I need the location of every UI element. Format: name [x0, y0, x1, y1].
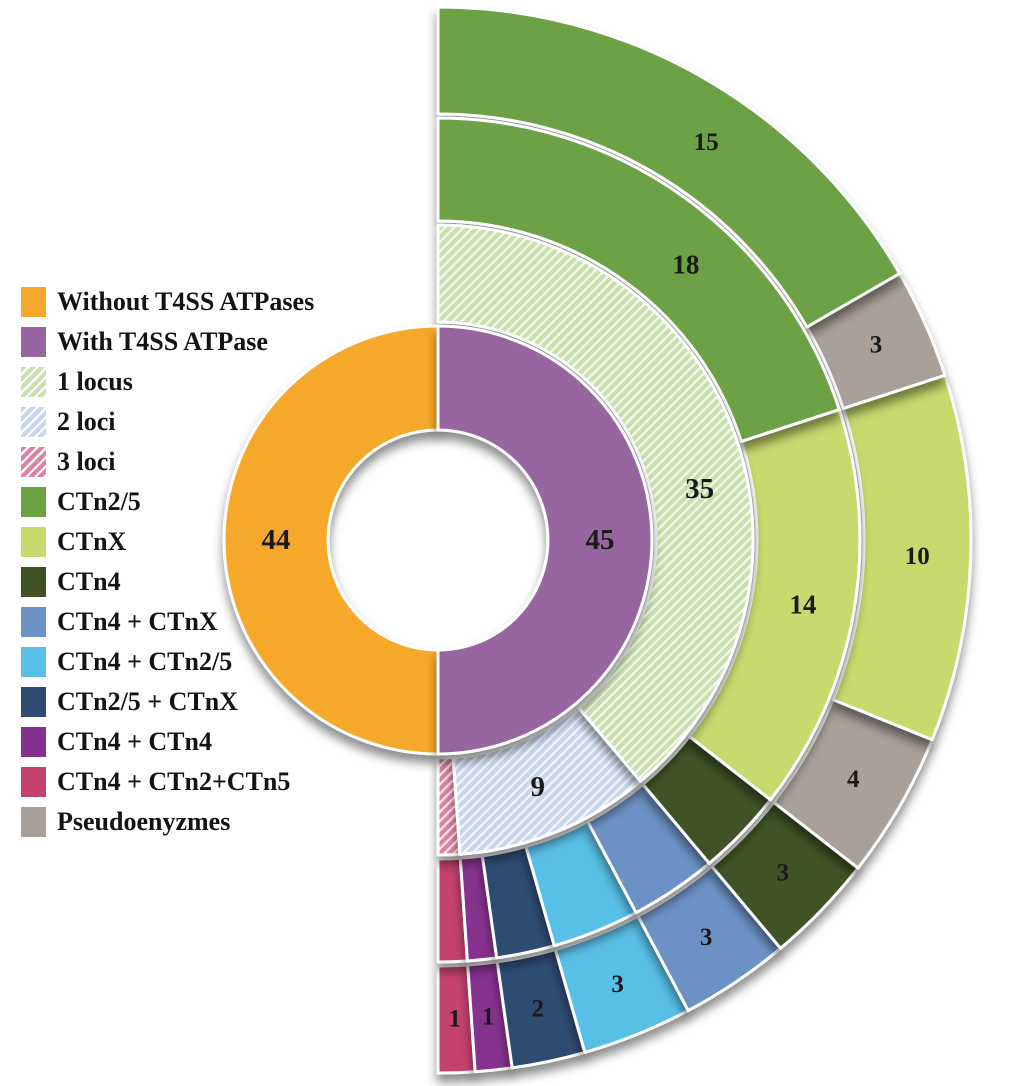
legend-item-ctn4-ctn2-ctn5: CTn4 + CTn2+CTn5 — [21, 767, 314, 797]
segment-value-pseudoenyzmes-ctn2-5: 3 — [870, 332, 883, 359]
ring-2-loci — [436, 223, 755, 857]
segment-pseudoenyzmes-ctnx — [772, 698, 934, 870]
segment-ctnx — [831, 373, 973, 742]
legend-swatch-purple — [21, 327, 46, 357]
legend-label: 3 loci — [57, 447, 116, 476]
legend-label: With T4SS ATPase — [57, 327, 268, 356]
segment-value-ctn4-ctnx: 3 — [700, 924, 713, 951]
segment-ctn4-ctn2-ctn5 — [436, 856, 469, 964]
segment-2-loci — [451, 705, 642, 856]
legend-label: 2 loci — [57, 407, 116, 436]
legend-swatch-hatch-green — [21, 367, 46, 397]
segment-ctn4-ctn2-5 — [524, 820, 638, 948]
legend-swatch-ctn4-ctn2-ctn5 — [21, 767, 46, 797]
segment-value-ctn2-5: 18 — [672, 250, 699, 280]
legend-label: 1 locus — [57, 367, 133, 396]
segment-value-ctnx: 14 — [789, 589, 816, 619]
legend-label: CTn2/5 — [57, 487, 141, 516]
segment-value-pseudoenyzmes-ctnx: 4 — [847, 766, 860, 793]
legend-item-with-t4ss: With T4SS ATPase — [21, 327, 314, 357]
segment-value-without-t4ss-atpases: 44 — [262, 524, 291, 556]
legend-item-3-loci: 3 loci — [21, 447, 314, 477]
segment-value-ctn4: 3 — [777, 860, 790, 887]
segment-value-1-locus: 35 — [685, 473, 714, 505]
segment-value-ctn2-5: 15 — [694, 129, 719, 156]
legend-label: CTn4 — [57, 567, 121, 596]
segment-ctn2-5 — [436, 5, 902, 329]
segment-ctn4 — [641, 734, 772, 865]
legend-item-ctnx: CTnX — [21, 527, 314, 557]
legend-label: CTn4 + CTn2/5 — [57, 647, 233, 676]
segment-ctn4-ctnx — [636, 864, 783, 1013]
legend-swatch-green — [21, 487, 46, 517]
segment-ctn2-5-ctnx — [480, 845, 556, 960]
segment-value-ctn4-ctn4: 1 — [482, 1003, 495, 1030]
legend-label: CTn2/5 + CTnX — [57, 687, 238, 716]
legend-swatch-orange — [21, 287, 46, 317]
legend-swatch-hatch-pink — [21, 447, 46, 477]
legend-item-ctn4-ctn4: CTn4 + CTn4 — [21, 727, 314, 757]
legend-item-ctn4: CTn4 — [21, 567, 314, 597]
legend-swatch-ctn4-ctn25 — [21, 647, 46, 677]
segment-without-t4ss-atpases — [222, 324, 440, 756]
legend-item-without-t4ss: Without T4SS ATPases — [21, 287, 314, 317]
ring-4-outer — [436, 5, 973, 1075]
ring-3-ctn-type — [436, 116, 862, 964]
segment-ctn4-ctnx — [586, 782, 711, 915]
legend-item-pseudoenzymes: Pseudoenyzmes — [21, 807, 314, 837]
segment-value-ctn2-5-ctnx: 2 — [531, 996, 544, 1023]
segment-1-locus — [436, 223, 755, 783]
legend-label: CTn4 + CTn2+CTn5 — [57, 767, 291, 796]
legend-swatch-gray — [21, 807, 46, 837]
segment-value-2-loci: 9 — [531, 771, 546, 803]
legend-swatch-ctn4-ctnx — [21, 607, 46, 637]
legend-swatch-ctnx — [21, 527, 46, 557]
legend-item-ctn25: CTn2/5 — [21, 487, 314, 517]
ring-1-atpase — [222, 324, 654, 756]
segment-ctnx — [687, 408, 862, 802]
segment-ctn2-5 — [436, 116, 841, 443]
legend-item-ctn4-ctnx: CTn4 + CTnX — [21, 607, 314, 637]
segment-with-t4ss-atpase — [436, 324, 654, 756]
legend-item-1-locus: 1 locus — [21, 367, 314, 397]
segment-value-ctnx: 10 — [905, 543, 930, 570]
segment-ctn4-ctn2-ctn5 — [436, 963, 477, 1075]
segment-value-with-t4ss-atpase: 45 — [586, 524, 615, 556]
legend-label: CTn4 + CTnX — [57, 607, 218, 636]
legend-label: CTn4 + CTn4 — [57, 727, 212, 756]
legend-item-2-loci: 2 loci — [21, 407, 314, 437]
legend-swatch-ctn25-ctnx — [21, 687, 46, 717]
legend-swatch-ctn4-ctn4 — [21, 727, 46, 757]
legend-swatch-hatch-blue — [21, 407, 46, 437]
legend-swatch-ctn4 — [21, 567, 46, 597]
segment-ctn4 — [710, 800, 860, 950]
legend-label: Without T4SS ATPases — [57, 287, 315, 316]
legend-label: Pseudoenyzmes — [57, 807, 231, 836]
segment-ctn4-ctn4 — [458, 854, 499, 963]
legend-item-ctn4-ctn25: CTn4 + CTn2/5 — [21, 647, 314, 677]
legend-label: CTnX — [57, 527, 127, 556]
segment-value-ctn4-ctn2-ctn5: 1 — [448, 1006, 461, 1033]
legend: Without T4SS ATPases With T4SS ATPase 1 … — [21, 287, 314, 837]
legend-item-ctn25-ctnx: CTn2/5 + CTnX — [21, 687, 314, 717]
segment-value-ctn4-ctn2-5: 3 — [611, 971, 624, 998]
